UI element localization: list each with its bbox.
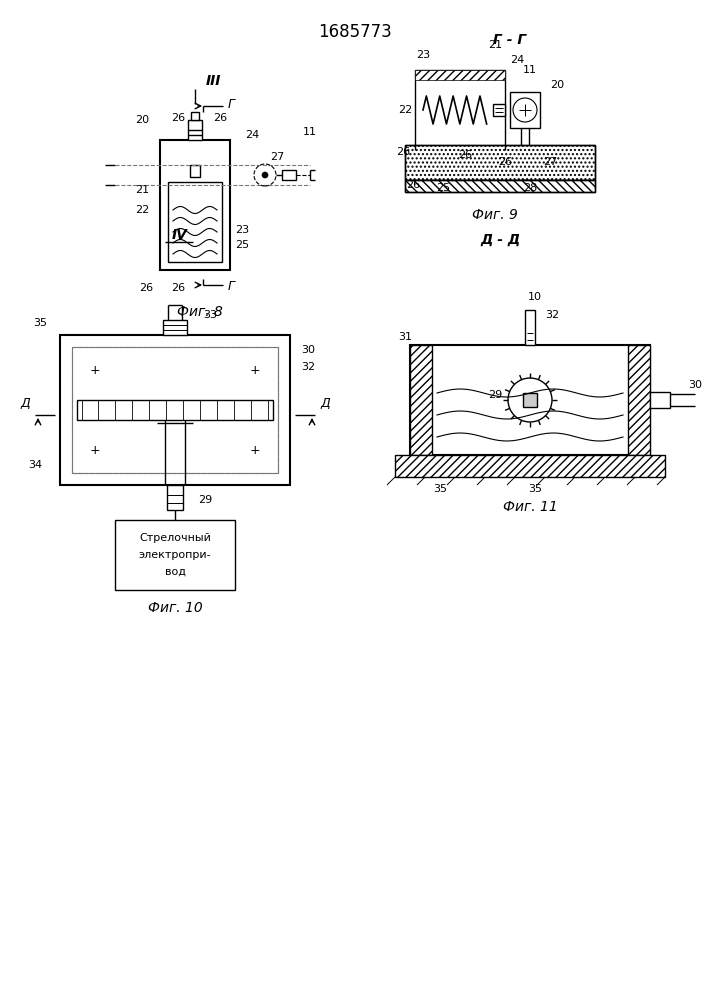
Text: 30: 30 <box>688 380 702 390</box>
Text: 11: 11 <box>303 127 317 137</box>
Text: 31: 31 <box>398 332 412 342</box>
Bar <box>163 320 187 335</box>
Text: 35: 35 <box>528 484 542 494</box>
Text: 1685773: 1685773 <box>318 23 392 41</box>
Bar <box>510 92 540 128</box>
Text: 23: 23 <box>416 50 430 60</box>
Text: Фиг. 9: Фиг. 9 <box>472 208 518 222</box>
Text: 20: 20 <box>550 80 564 90</box>
Text: Фиг. 10: Фиг. 10 <box>148 601 202 615</box>
Bar <box>410 345 432 455</box>
Bar <box>395 455 665 477</box>
Text: 27: 27 <box>270 152 284 162</box>
Text: 26: 26 <box>171 283 185 293</box>
Bar <box>405 180 595 192</box>
Bar <box>405 180 595 192</box>
Text: Г: Г <box>228 280 235 294</box>
Bar <box>525 310 535 345</box>
Bar <box>77 400 273 420</box>
Text: 22: 22 <box>398 105 412 115</box>
Text: 24: 24 <box>510 55 524 65</box>
Text: III: III <box>205 74 221 88</box>
Text: Д - Д: Д - Д <box>480 233 520 247</box>
Text: 11: 11 <box>523 65 537 75</box>
Bar <box>168 182 222 262</box>
Text: 10: 10 <box>528 292 542 302</box>
Text: 26: 26 <box>458 150 472 160</box>
Text: 29: 29 <box>488 390 502 400</box>
Text: Г: Г <box>228 98 235 110</box>
Bar <box>72 347 278 473</box>
Bar <box>410 345 432 455</box>
Bar <box>167 485 183 510</box>
Text: Д: Д <box>20 396 30 410</box>
Text: 32: 32 <box>545 310 559 320</box>
Bar <box>628 345 650 455</box>
Text: 34: 34 <box>28 460 42 470</box>
Bar <box>190 165 200 177</box>
Bar <box>521 180 529 185</box>
Bar <box>405 145 595 180</box>
Bar <box>405 145 595 180</box>
Bar <box>523 393 537 407</box>
Text: +: + <box>250 363 260 376</box>
Circle shape <box>262 172 268 178</box>
Text: 21: 21 <box>135 185 149 195</box>
Text: электропри-: электропри- <box>139 550 211 560</box>
Text: 25: 25 <box>436 183 450 193</box>
Bar <box>628 345 650 455</box>
Text: 25: 25 <box>235 240 249 250</box>
Text: 35: 35 <box>33 318 47 328</box>
Text: +: + <box>250 444 260 456</box>
Bar <box>395 455 665 477</box>
Bar <box>415 70 505 150</box>
Text: 26: 26 <box>213 113 227 123</box>
Text: IV: IV <box>172 228 188 242</box>
Bar <box>282 170 296 180</box>
Text: 26: 26 <box>396 147 410 157</box>
Bar <box>115 520 235 590</box>
Text: 26: 26 <box>498 157 512 167</box>
Text: Фиг. 11: Фиг. 11 <box>503 500 557 514</box>
Text: 26: 26 <box>139 283 153 293</box>
Text: 32: 32 <box>301 362 315 372</box>
Text: 24: 24 <box>245 130 259 140</box>
Text: 20: 20 <box>135 115 149 125</box>
Text: 30: 30 <box>301 345 315 355</box>
Bar <box>415 70 505 80</box>
Text: 33: 33 <box>203 310 217 320</box>
Bar <box>493 104 505 116</box>
Text: вод: вод <box>165 567 185 577</box>
Text: Д: Д <box>320 396 330 410</box>
Bar <box>60 335 290 485</box>
Text: +: + <box>90 444 100 456</box>
Text: +: + <box>90 363 100 376</box>
Bar <box>160 140 230 270</box>
Text: 35: 35 <box>433 484 447 494</box>
Text: Г - Г: Г - Г <box>493 33 527 47</box>
Bar <box>410 345 650 455</box>
Text: 26: 26 <box>171 113 185 123</box>
Text: 27: 27 <box>543 157 557 167</box>
Text: 22: 22 <box>135 205 149 215</box>
Text: Стрелочный: Стрелочный <box>139 533 211 543</box>
Text: Фиг. 8: Фиг. 8 <box>177 305 223 319</box>
Text: 28: 28 <box>523 183 537 193</box>
Bar <box>191 112 199 120</box>
Text: 21: 21 <box>488 40 502 50</box>
Bar <box>188 120 202 140</box>
Text: 26: 26 <box>406 180 420 190</box>
Bar <box>650 392 670 408</box>
Text: 23: 23 <box>235 225 249 235</box>
Text: 29: 29 <box>198 495 212 505</box>
